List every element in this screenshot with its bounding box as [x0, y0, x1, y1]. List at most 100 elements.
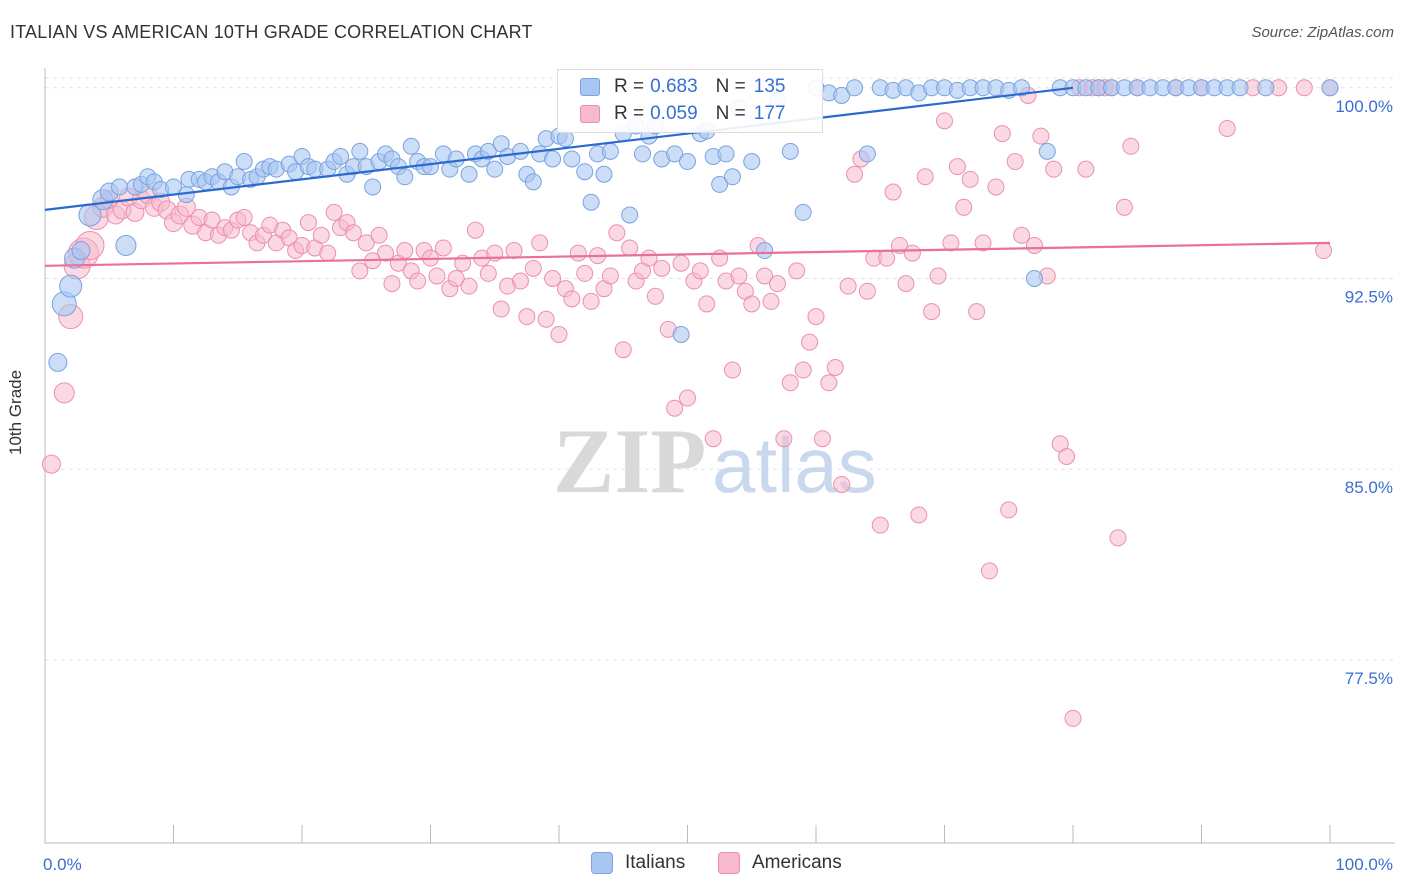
americans-point: [1045, 160, 1063, 178]
watermark-atlas: atlas: [712, 421, 877, 509]
americans-point: [1000, 501, 1018, 519]
americans-n-value: 177: [753, 103, 786, 124]
watermark: ZIP atlas: [553, 410, 877, 512]
americans-point: [781, 374, 799, 392]
americans-point: [524, 259, 542, 277]
italians-point: [235, 153, 253, 171]
italians-point: [479, 142, 497, 160]
italians-point: [1257, 79, 1275, 97]
correlation-legend: R = 0.683 N = 135 R = 0.059 N = 177: [557, 69, 823, 133]
americans-point: [1006, 153, 1024, 171]
italians-point: [1231, 79, 1249, 97]
americans-point: [1315, 242, 1333, 260]
americans-point: [929, 267, 947, 285]
americans-point: [325, 203, 343, 221]
italians-point: [621, 206, 639, 224]
americans-n-label: N =: [715, 103, 746, 124]
italians-point: [364, 178, 382, 196]
americans-point: [807, 308, 825, 326]
americans-swatch: [580, 105, 600, 123]
americans-point: [370, 226, 388, 244]
americans-point: [813, 430, 831, 448]
watermark-zip: ZIP: [553, 410, 706, 512]
americans-point: [974, 234, 992, 252]
italians-point: [524, 173, 542, 191]
americans-point: [1077, 160, 1095, 178]
italians-point: [351, 142, 369, 160]
americans-point: [666, 399, 684, 417]
americans-point: [377, 244, 395, 262]
axes: [44, 68, 1395, 844]
americans-point: [447, 270, 465, 288]
americans-point: [518, 308, 536, 326]
americans-point: [383, 275, 401, 293]
americans-point: [704, 430, 722, 448]
americans-point: [351, 262, 369, 280]
italians-point: [1038, 142, 1056, 160]
americans-point: [942, 234, 960, 252]
americans-point: [41, 454, 61, 474]
americans-point: [492, 300, 510, 318]
bottom-legend-americans: Americans: [718, 852, 842, 874]
italians-legend-swatch: [591, 852, 613, 874]
italians-point: [556, 130, 574, 148]
americans-point: [820, 374, 838, 392]
legend-row-americans: R = 0.059 N = 177: [580, 102, 785, 126]
americans-point: [948, 158, 966, 176]
italians-point: [1013, 79, 1031, 97]
americans-point: [762, 292, 780, 310]
chart-title: ITALIAN VS AMERICAN 10TH GRADE CORRELATI…: [10, 22, 533, 42]
americans-point: [801, 333, 819, 351]
italians-point: [460, 165, 478, 183]
americans-point: [897, 275, 915, 293]
americans-point: [910, 506, 928, 524]
x-tick-label: 100.0%: [1335, 855, 1393, 874]
americans-point: [743, 295, 761, 313]
americans-point: [396, 242, 414, 260]
americans-point: [434, 239, 452, 257]
americans-point: [730, 267, 748, 285]
americans-point: [576, 264, 594, 282]
americans-point: [839, 277, 857, 295]
americans-point: [1058, 448, 1076, 465]
italians-point: [833, 86, 851, 104]
americans-point: [569, 244, 587, 262]
italians-point: [756, 242, 774, 260]
italians-point: [858, 145, 876, 163]
italians-point: [511, 142, 529, 160]
americans-point: [235, 208, 253, 226]
americans-point: [479, 264, 497, 282]
americans-point: [312, 226, 330, 244]
americans-legend-label: Americans: [752, 852, 842, 873]
americans-point: [640, 249, 658, 267]
italians-point: [672, 325, 690, 343]
americans-point: [563, 290, 581, 308]
italians-point: [582, 193, 600, 211]
americans-point: [775, 430, 793, 448]
italians-point: [679, 153, 696, 171]
americans-point: [711, 249, 729, 267]
americans-point: [621, 239, 639, 257]
americans-point: [1218, 119, 1236, 137]
legend-row-italians: R = 0.683 N = 135: [580, 75, 785, 99]
americans-point: [961, 170, 979, 188]
americans-point: [1064, 709, 1082, 727]
italians-point: [781, 142, 799, 160]
americans-point: [1122, 137, 1140, 155]
americans-legend-swatch: [718, 852, 740, 874]
bottom-legend-italians: Italians: [591, 852, 685, 874]
americans-point: [672, 254, 690, 272]
americans-point: [679, 389, 696, 407]
italians-point: [1321, 79, 1339, 97]
americans-point: [614, 341, 632, 359]
italians-point: [48, 352, 68, 372]
americans-point: [788, 262, 806, 280]
americans-point: [601, 267, 619, 285]
trend-lines: [44, 86, 1331, 267]
americans-point: [794, 361, 812, 379]
italians-point: [544, 150, 562, 168]
americans-point: [884, 183, 902, 201]
italians-point: [794, 203, 812, 221]
italians-n-label: N =: [715, 76, 746, 97]
